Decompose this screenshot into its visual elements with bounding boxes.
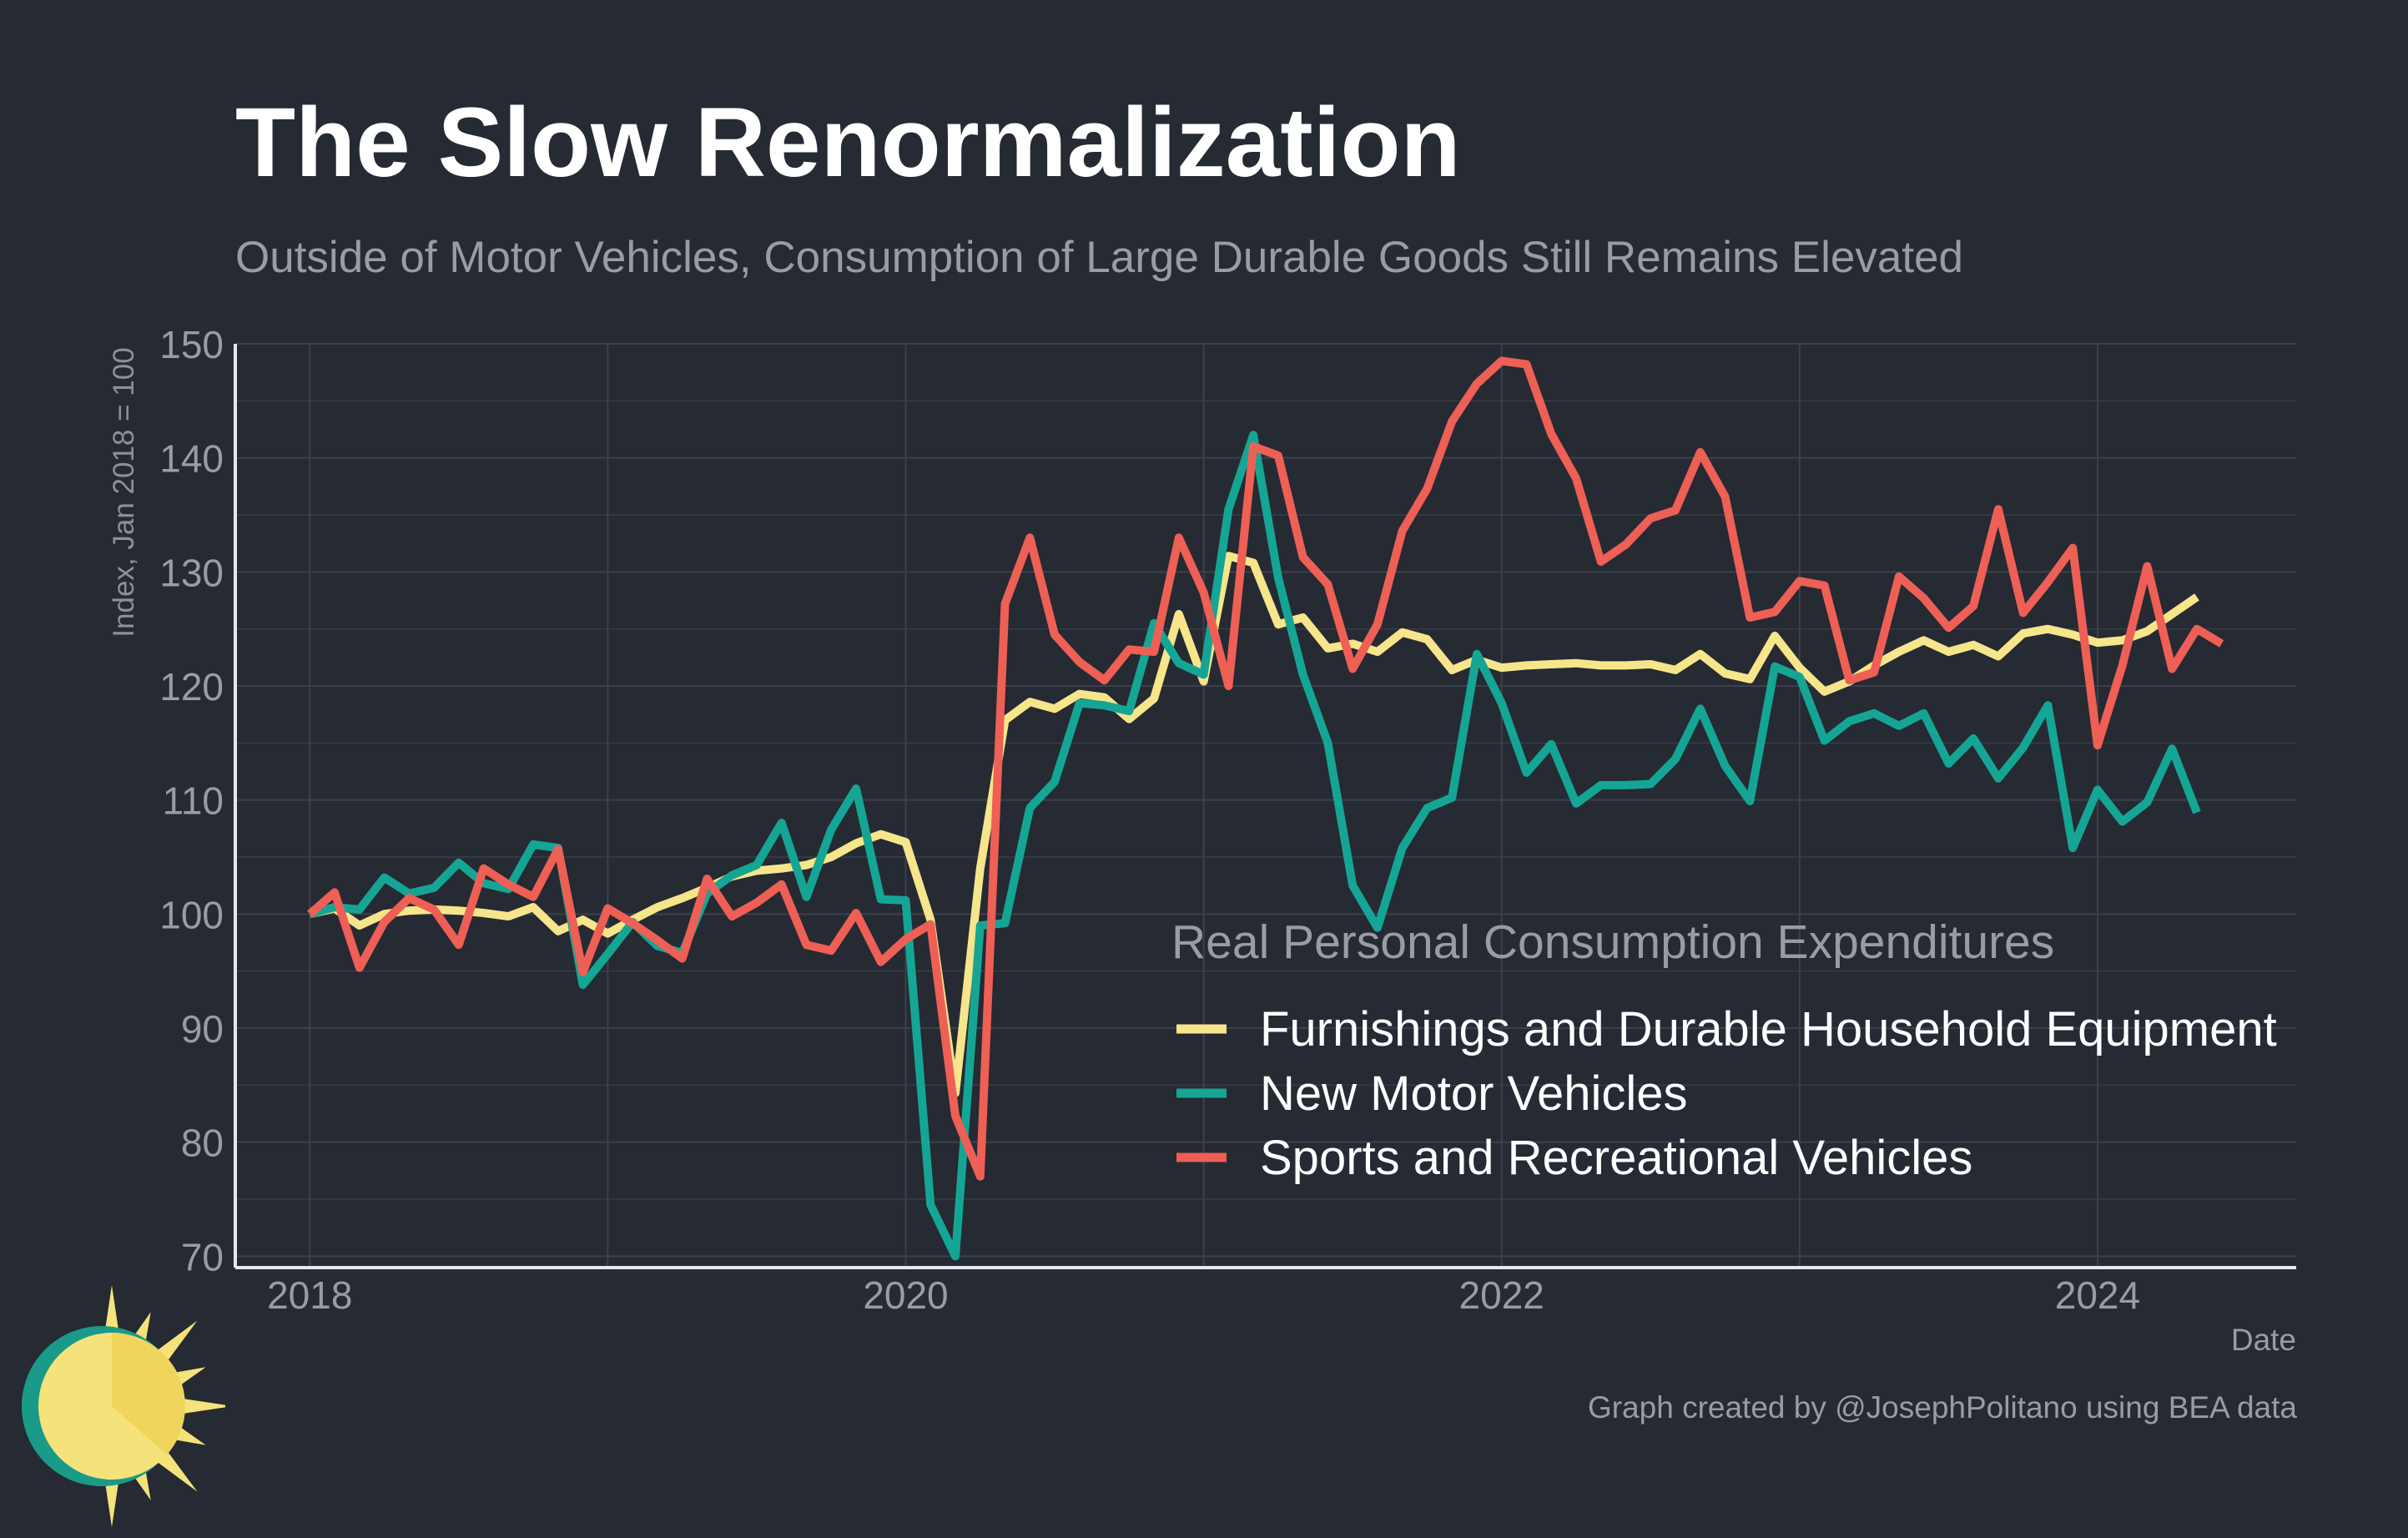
legend-label: Furnishings and Durable Household Equipm… <box>1260 1002 2277 1056</box>
axes: 70 80 90 100 110 120 130 140 150 2018 2020 2022 2024 <box>159 323 2296 1317</box>
series-line-2 <box>308 431 2201 1261</box>
y-tick-label: 70 <box>181 1235 224 1278</box>
y-tick-label: 120 <box>159 665 224 708</box>
sun-ray <box>176 1397 225 1415</box>
y-axis-label: Index, Jan 2018 = 100 <box>108 347 140 637</box>
y-tick-label: 150 <box>159 323 224 366</box>
series-line-3 <box>307 356 2224 1181</box>
chart-title: The Slow Renormalization <box>235 88 1461 198</box>
y-tick-label: 100 <box>159 893 224 936</box>
legend-title: Real Personal Consumption Expenditures <box>1171 915 2054 969</box>
x-tick-label: 2022 <box>1459 1273 1544 1317</box>
chart-subtitle: Outside of Motor Vehicles, Consumption o… <box>235 233 1964 282</box>
y-tick-label: 110 <box>163 779 224 823</box>
x-tick-label: 2018 <box>267 1273 352 1317</box>
y-tick-label: 130 <box>159 551 224 594</box>
series-line-1 <box>309 552 2199 1097</box>
y-tick-label: 140 <box>159 437 224 481</box>
x-axis-label: Date <box>2231 1323 2296 1357</box>
source-caption: Graph created by @JosephPolitano using B… <box>1587 1390 2297 1425</box>
x-tick-label: 2024 <box>2055 1273 2140 1317</box>
legend: Real Personal Consumption Expenditures Fu… <box>1171 915 2277 1185</box>
legend-label: Sports and Recreational Vehicles <box>1260 1131 1972 1185</box>
y-tick-label: 80 <box>181 1122 224 1165</box>
legend-label: New Motor Vehicles <box>1260 1067 1688 1121</box>
series-lines <box>307 356 2224 1261</box>
x-tick-label: 2020 <box>863 1273 948 1317</box>
y-tick-label: 90 <box>181 1007 224 1051</box>
sun-shade <box>112 1333 185 1455</box>
sun-logo-icon <box>22 1285 225 1527</box>
